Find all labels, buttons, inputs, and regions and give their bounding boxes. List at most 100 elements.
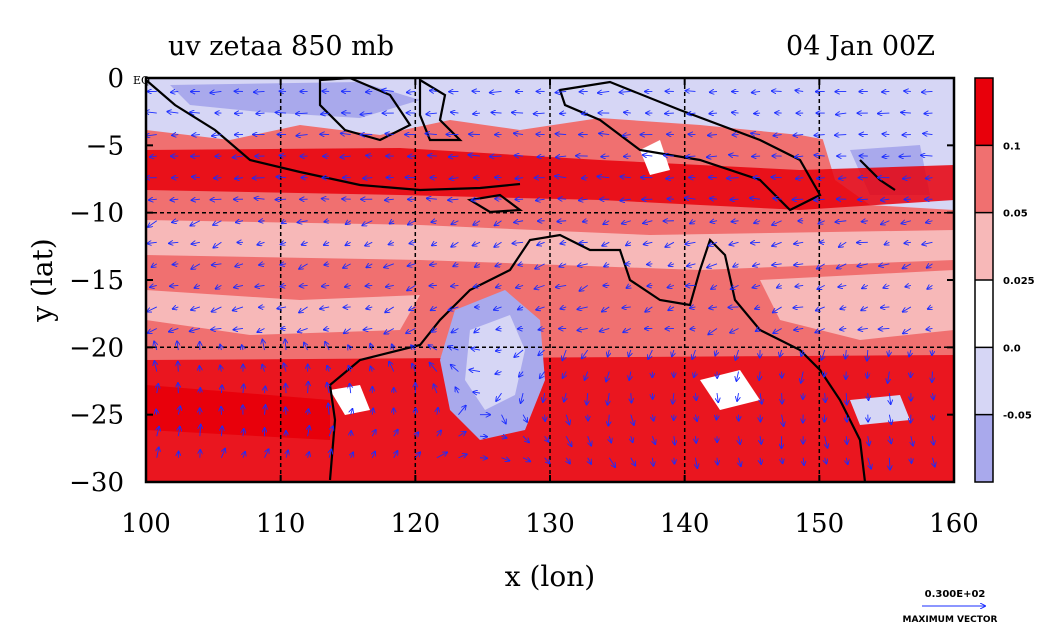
wind-vector bbox=[817, 285, 825, 289]
wind-vector bbox=[512, 242, 524, 243]
wind-vector bbox=[479, 436, 487, 437]
white-patch-3 bbox=[640, 140, 670, 175]
wind-vector bbox=[286, 450, 288, 458]
wind-vector bbox=[652, 414, 653, 421]
wind-vector bbox=[496, 392, 502, 401]
wind-vector bbox=[411, 345, 415, 350]
wind-vector bbox=[760, 393, 762, 404]
wind-vector bbox=[674, 436, 675, 444]
wind-vector bbox=[210, 91, 222, 92]
wind-vector bbox=[793, 135, 804, 136]
wind-vector bbox=[603, 221, 610, 225]
wind-vector bbox=[647, 285, 653, 286]
wind-vector bbox=[752, 285, 761, 287]
wind-vector bbox=[858, 328, 868, 329]
wind-vector bbox=[242, 345, 243, 351]
wind-vector bbox=[932, 371, 933, 382]
coastlines bbox=[146, 78, 896, 482]
wind-vector bbox=[385, 199, 394, 200]
wind-vector bbox=[407, 285, 416, 290]
colorbar-swatch bbox=[975, 347, 993, 415]
wind-vector bbox=[903, 178, 911, 179]
x-tick-label: 140 bbox=[660, 509, 710, 539]
wind-vector bbox=[732, 221, 739, 222]
wind-vector bbox=[709, 113, 718, 114]
wind-vector bbox=[752, 91, 761, 92]
blue-patch-sw bbox=[850, 395, 910, 425]
wind-vector bbox=[496, 328, 502, 329]
wind-vector bbox=[883, 285, 890, 287]
colorbar-label: -0.05 bbox=[1003, 411, 1032, 422]
wind-vector bbox=[735, 349, 738, 360]
wind-vector bbox=[534, 113, 545, 114]
wind-vector bbox=[710, 91, 718, 92]
x-tick-label: 110 bbox=[256, 509, 306, 539]
wind-vector bbox=[455, 387, 458, 394]
wind-vector bbox=[515, 178, 524, 179]
wind-vector bbox=[645, 306, 653, 312]
wind-vector bbox=[772, 220, 782, 225]
wind-vector bbox=[560, 242, 567, 243]
wind-vector bbox=[710, 198, 718, 199]
wind-vector bbox=[514, 349, 524, 357]
wind-vector bbox=[932, 457, 934, 467]
wind-vector bbox=[539, 328, 545, 329]
wind-vector bbox=[626, 285, 630, 288]
wind-vector bbox=[408, 264, 416, 266]
wind-vector bbox=[773, 135, 782, 136]
wind-vector bbox=[154, 341, 157, 351]
wind-vector bbox=[558, 199, 567, 200]
wind-vector bbox=[794, 328, 804, 329]
wind-vector bbox=[924, 113, 933, 114]
wind-vector bbox=[560, 307, 567, 309]
vorticity-field bbox=[146, 78, 954, 482]
wind-vector bbox=[280, 285, 287, 286]
wind-vector bbox=[366, 155, 373, 156]
wind-vector bbox=[756, 328, 760, 331]
equator-label: EQ bbox=[133, 74, 150, 87]
wind-vector bbox=[390, 221, 394, 224]
wind-vector bbox=[881, 307, 890, 308]
wind-vector bbox=[868, 436, 869, 445]
wind-vector bbox=[579, 199, 588, 200]
colorbar-swatch bbox=[975, 78, 993, 146]
wind-vector bbox=[732, 112, 739, 113]
wind-vector bbox=[836, 113, 847, 115]
wind-vector bbox=[674, 457, 675, 464]
x-axis: 100 110 120 130 140 150 160 bbox=[121, 78, 979, 539]
wind-vector bbox=[437, 430, 441, 437]
wind-vector bbox=[835, 135, 847, 136]
wind-vector bbox=[221, 449, 225, 458]
wind-vector bbox=[926, 221, 933, 223]
wind-vector bbox=[501, 436, 507, 438]
colorbar-swatch bbox=[975, 280, 993, 348]
wind-vector bbox=[298, 328, 308, 332]
wind-vector bbox=[695, 393, 696, 400]
wind-vector bbox=[360, 113, 373, 114]
wind-vector bbox=[817, 178, 825, 179]
wind-vector bbox=[148, 220, 158, 227]
wind-vector bbox=[881, 199, 890, 200]
wind-vector bbox=[729, 242, 739, 245]
wind-vector bbox=[824, 371, 825, 377]
y-axis-title: y (lat) bbox=[26, 238, 59, 322]
wind-vector bbox=[846, 371, 847, 380]
wind-vector bbox=[436, 452, 447, 459]
wind-vector bbox=[537, 156, 545, 157]
wind-vector bbox=[563, 371, 567, 378]
wind-vector bbox=[389, 362, 395, 372]
wind-vector bbox=[602, 306, 610, 312]
wind-vector bbox=[620, 177, 631, 178]
wind-vector bbox=[838, 285, 847, 287]
wind-vector bbox=[825, 393, 826, 402]
wind-vector bbox=[922, 242, 933, 244]
wind-vector bbox=[302, 242, 308, 245]
wind-vector bbox=[932, 414, 933, 420]
wind-vector bbox=[737, 393, 738, 401]
wind-vector bbox=[538, 349, 545, 355]
wind-vector bbox=[760, 457, 761, 464]
wind-vector bbox=[668, 285, 675, 287]
wind-vector bbox=[351, 409, 353, 415]
wind-vector bbox=[216, 285, 222, 288]
